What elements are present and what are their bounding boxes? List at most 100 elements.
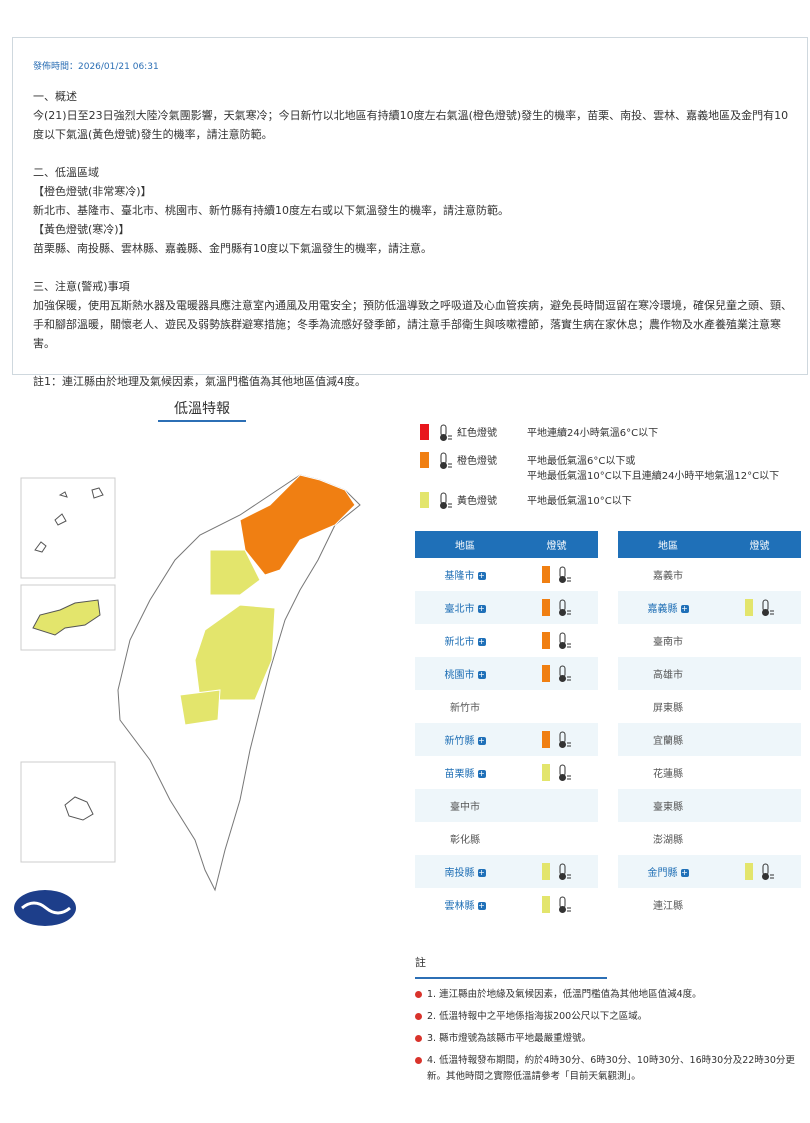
county-cell: 嘉義市 (618, 558, 718, 591)
thermometer-icon (558, 863, 571, 880)
signal-cell (718, 789, 801, 822)
footnote: 註1：連江縣由於地理及氣候因素，氣溫門檻值為其他地區值減4度。 (33, 375, 366, 388)
header-row: 地區 燈號 (415, 531, 598, 558)
county-cell: 臺南市 (618, 624, 718, 657)
expand-icon: + (477, 901, 486, 910)
logo-wave (21, 901, 71, 915)
row: 連江縣 (618, 888, 801, 921)
county-name: 桃園市 (444, 670, 475, 681)
county-cell: 高雄市 (618, 657, 718, 690)
expand-icon: + (477, 604, 486, 613)
yunlin-chiayi (179, 689, 221, 726)
row: 屏東縣 (618, 690, 801, 723)
signal-cell (718, 822, 801, 855)
signal-cell (515, 822, 598, 855)
thermometer-icon (558, 599, 571, 616)
county-cell: 新竹市 (415, 690, 515, 723)
thermometer-icon (558, 632, 571, 649)
publish-time: 發佈時間：2026/01/21 06:31 (33, 62, 159, 72)
thermometer-icon (761, 863, 774, 880)
row: 新竹縣 + (415, 723, 598, 756)
county-cell: 嘉義縣 + (618, 591, 718, 624)
row: 桃園市 + (415, 657, 598, 690)
county-cell: 花蓮縣 (618, 756, 718, 789)
signal-cell (515, 624, 598, 657)
row: 基隆市 + (415, 558, 598, 591)
signal-cell (718, 690, 801, 723)
legend-desc: 平地最低氣溫6°C以下或 平地最低氣溫10°C以下且連續24小時平地氣溫12°C以… (527, 452, 779, 482)
county-name: 臺北市 (444, 604, 475, 615)
signal-cell (515, 789, 598, 822)
expand-icon: + (477, 868, 486, 877)
thermometer-icon (761, 599, 774, 616)
signal-cell (515, 690, 598, 723)
thermometer-icon (558, 896, 571, 913)
legend-item: 橙色燈號 平地最低氣溫6°C以下或 平地最低氣溫10°C以下且連續24小時平地氣溫1… (420, 452, 779, 482)
header-cell: 燈號 (515, 531, 598, 558)
section: 三、注意(警戒)事項 加強保暖，使用瓦斯熱水器及電暖器具應注意室內通風及用電安全；… (33, 277, 797, 353)
county-name: 嘉義縣 (647, 604, 678, 615)
row: 澎湖縣 (618, 822, 801, 855)
signal-swatch (541, 665, 550, 682)
legend-desc: 平地連續24小時氣溫6°C以下 (527, 424, 658, 442)
sections: 一、概述 今(21)日至23日強烈大陸冷氣團影響，天氣寒冷；今日新竹以北地區有持續… (33, 87, 797, 353)
signal-cell (718, 756, 801, 789)
bulletin: 發佈時間：2026/01/21 06:31 一、概述 今(21)日至23日強烈大陸… (12, 37, 808, 388)
row: 高雄市 (618, 657, 801, 690)
county-name: 雲林縣 (444, 901, 475, 912)
legend: 紅色燈號 平地連續24小時氣溫6°C以下橙色燈號 平地最低氣溫6°C以下或 平地最低氣… (420, 424, 779, 520)
legend-swatch (420, 492, 429, 508)
county-name: 苗栗縣 (444, 769, 475, 780)
row: 臺北市 + (415, 591, 598, 624)
county-name: 南投縣 (444, 868, 475, 879)
note-item: 4. 低溫特報發布期間，約於4時30分、6時30分、10時30分、16時30分及… (415, 1053, 800, 1085)
signal-cell (718, 888, 801, 921)
row: 臺南市 (618, 624, 801, 657)
county-name: 連江縣 (653, 901, 683, 912)
header-cell: 燈號 (718, 531, 801, 558)
county-cell: 新竹縣 + (415, 723, 515, 756)
note-item: 1. 連江縣由於地緣及氣候因素，低溫門檻值為其他地區值減4度。 (415, 987, 800, 1003)
county-name: 花蓮縣 (653, 769, 683, 780)
thermometer-icon (558, 764, 571, 781)
thermometer-icon (440, 492, 452, 509)
county-cell: 新北市 + (415, 624, 515, 657)
county-table: 地區 燈號 基隆市 + 臺北市 + 新北市 + 桃園市 + 新竹市 新竹縣 + 苗栗縣 + 臺中市 彰化縣 南投縣… (415, 531, 598, 921)
signal-swatch (541, 599, 550, 616)
legend-label: 黃色燈號 (457, 496, 497, 507)
expand-icon: + (680, 604, 689, 613)
county-name: 臺中市 (450, 802, 480, 813)
note-item: 2. 低溫特報中之平地係指海拔200公尺以下之區域。 (415, 1009, 800, 1025)
county-cell: 澎湖縣 (618, 822, 718, 855)
county-cell: 雲林縣 + (415, 888, 515, 921)
section: 二、低溫區域 【橙色燈號(非常寒冷)】 新北市、基隆市、臺北市、桃園市、新竹縣有持續… (33, 163, 797, 258)
expand-icon: + (477, 637, 486, 646)
signal-swatch (541, 632, 550, 649)
county-name: 金門縣 (647, 868, 678, 879)
county-cell: 基隆市 + (415, 558, 515, 591)
map-title: 低溫特報 (158, 398, 246, 422)
expand-icon: + (477, 769, 486, 778)
signal-swatch (744, 863, 753, 880)
county-cell: 連江縣 (618, 888, 718, 921)
signal-cell (515, 657, 598, 690)
county-name: 臺南市 (653, 637, 683, 648)
signal-swatch (541, 896, 550, 913)
county-cell: 桃園市 + (415, 657, 515, 690)
signal-cell (718, 591, 801, 624)
row: 苗栗縣 + (415, 756, 598, 789)
section: 一、概述 今(21)日至23日強烈大陸冷氣團影響，天氣寒冷；今日新竹以北地區有持續… (33, 87, 797, 144)
section-line: 加強保暖，使用瓦斯熱水器及電暖器具應注意室內通風及用電安全；預防低溫導致之呼吸道… (33, 299, 792, 350)
legend-label: 紅色燈號 (457, 428, 497, 439)
thermometer-icon (558, 731, 571, 748)
signal-swatch (541, 731, 550, 748)
county-name: 新竹縣 (444, 736, 475, 747)
section-line: 新北市、基隆市、臺北市、桃園市、新竹縣有持續10度左右或以下氣溫發生的機率，請注… (33, 204, 509, 217)
miaoli (209, 549, 261, 596)
county-cell: 屏東縣 (618, 690, 718, 723)
thermometer-icon (440, 452, 452, 469)
signal-swatch (744, 599, 753, 616)
legend-swatch (420, 424, 429, 440)
nantou (194, 604, 276, 701)
